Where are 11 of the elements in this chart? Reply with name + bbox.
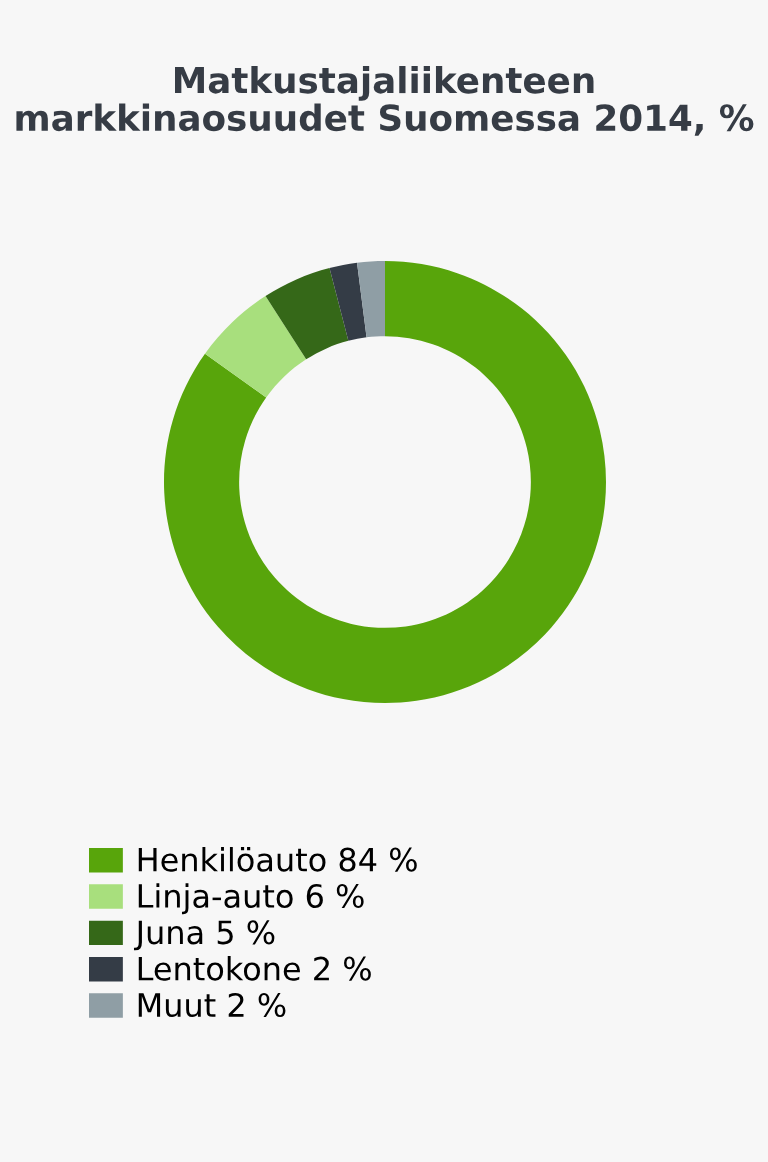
legend-label: Juna 5 % (133, 920, 275, 951)
donut-slice (329, 262, 367, 341)
legend-label: Lentokone 2 % (138, 956, 371, 981)
legend-label: Linja-auto 6 % (138, 883, 364, 915)
chart-title: Matkustajaliikenteen markkinaosuudet Suomessa 2014, % (16, 66, 754, 136)
donut-slice (204, 296, 307, 398)
legend-label: Henkilöauto 84 % (138, 847, 417, 872)
donut-slice (164, 261, 606, 703)
donut-slice (265, 268, 349, 360)
legend-label: Muut 2 % (138, 992, 286, 1018)
donut-slice (357, 261, 385, 338)
